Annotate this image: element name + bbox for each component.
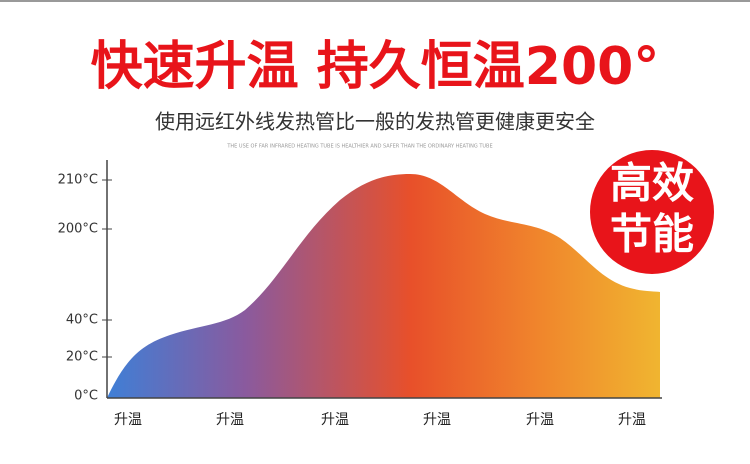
badge-line: 高效 [610, 159, 694, 208]
y-label: 0°C [74, 389, 98, 404]
note: THE USE OF FAR INFRARED HEATING TUBE IS … [226, 144, 492, 150]
y-label: 210°C [58, 173, 98, 188]
x-label: 升温 [526, 412, 554, 428]
y-label: 20°C [66, 350, 98, 365]
x-label: 升温 [216, 412, 244, 428]
heat-curve [107, 174, 660, 398]
title: 快速升温 持久恒温200° [91, 37, 660, 97]
x-label: 升温 [114, 412, 142, 428]
x-label: 升温 [321, 412, 349, 428]
x-label: 升温 [423, 412, 451, 428]
x-label: 升温 [618, 412, 646, 428]
y-ticks [102, 179, 112, 358]
badge [590, 150, 714, 274]
y-label: 200°C [58, 222, 98, 237]
badge-line: 节能 [610, 210, 694, 259]
subtitle: 使用远红外线发热管比一般的发热管更健康更安全 [155, 110, 595, 134]
y-label: 40°C [66, 313, 98, 328]
